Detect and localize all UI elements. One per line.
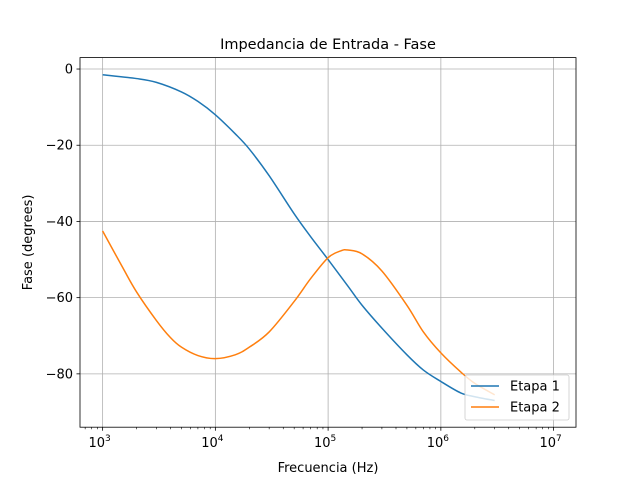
x-axis-ticks: 103 104 105 106 107 [84, 427, 562, 451]
legend-label: Etapa 2 [510, 401, 560, 416]
x-tick-exponent: 5 [331, 434, 337, 444]
series-line-2 [101, 230, 496, 396]
y-tick-label: −20 [46, 139, 73, 154]
x-tick-label: 106 [427, 434, 450, 451]
legend-label: Etapa 1 [510, 380, 560, 395]
y-axis-label: Fase (degrees) [21, 195, 36, 291]
series-lines [101, 74, 496, 402]
y-axis-ticks: 0 −20 −40 −60 −80 [46, 63, 80, 382]
x-tick-label: 107 [539, 434, 561, 451]
grid-lines [80, 57, 576, 428]
x-tick-exponent: 4 [218, 434, 224, 444]
y-tick-label: −60 [46, 291, 73, 306]
x-tick-exponent: 6 [443, 434, 449, 444]
y-tick-label: −80 [46, 367, 73, 382]
legend: Etapa 1 Etapa 2 [464, 374, 570, 421]
x-tick-label: 105 [314, 434, 336, 451]
chart-title: Impedancia de Entrada - Fase [220, 37, 436, 53]
x-tick-exponent: 3 [105, 434, 111, 444]
x-axis-label: Frecuencia (Hz) [278, 461, 379, 476]
x-tick-label: 103 [88, 434, 110, 451]
y-tick-label: −40 [46, 215, 73, 230]
y-tick-label: 0 [65, 63, 73, 78]
x-tick-exponent: 7 [556, 434, 562, 444]
x-tick-label: 104 [201, 434, 224, 451]
series-line-1 [102, 74, 495, 402]
